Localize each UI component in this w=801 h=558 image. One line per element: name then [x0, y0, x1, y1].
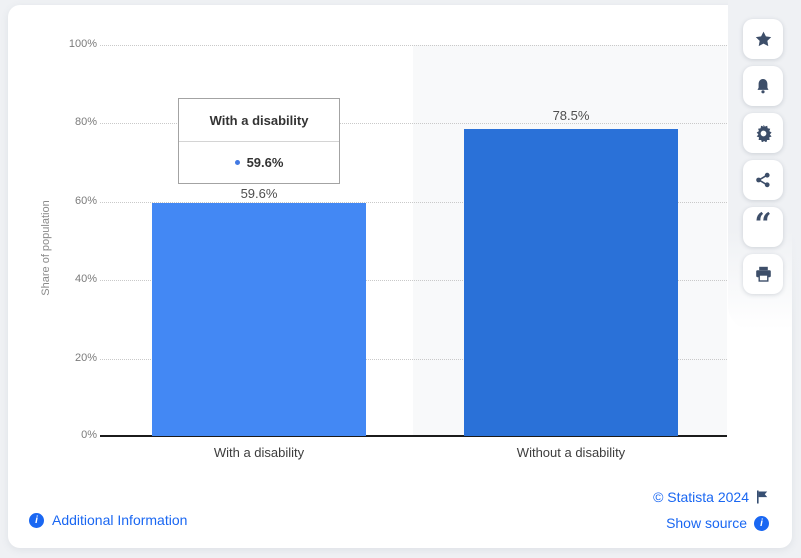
- gridline-60: [100, 202, 727, 203]
- tooltip-title: With a disability: [179, 99, 339, 142]
- bar-value-without-disability: 78.5%: [552, 108, 590, 123]
- gridline-20: [100, 359, 727, 360]
- source-info-icon: i: [754, 515, 769, 531]
- gridline-80: [100, 123, 727, 124]
- info-icon: i: [29, 512, 44, 528]
- ytick-60: 60%: [74, 195, 97, 207]
- bar-without-disability[interactable]: [464, 129, 678, 436]
- gridline-100: [100, 45, 727, 46]
- gridline-40: [100, 280, 727, 281]
- ytick-0: 0%: [81, 429, 97, 441]
- gear-icon: [755, 124, 772, 142]
- share-icon: [755, 172, 771, 188]
- additional-information-link[interactable]: i Additional Information: [29, 512, 187, 528]
- printer-icon: [755, 266, 772, 282]
- xlabel-without-disability: Without a disability: [516, 445, 626, 460]
- xlabel-with-disability: With a disability: [213, 445, 305, 460]
- show-source-link[interactable]: Show source i: [666, 515, 769, 531]
- favorite-button[interactable]: [743, 19, 783, 59]
- cite-button[interactable]: “: [743, 207, 783, 247]
- ytick-20: 20%: [74, 352, 97, 364]
- share-button[interactable]: [743, 160, 783, 200]
- bar-with-disability[interactable]: [152, 203, 366, 436]
- chart-tooltip: With a disability 59.6%: [178, 98, 340, 184]
- series-dot-icon: [234, 160, 240, 165]
- tooltip-value: 59.6%: [246, 155, 284, 170]
- y-axis-title: Share of population: [40, 200, 52, 296]
- x-axis-line: [100, 435, 727, 437]
- quote-icon: “: [754, 207, 772, 242]
- ytick-100: 100%: [68, 38, 97, 50]
- alert-button[interactable]: [743, 66, 783, 106]
- chart-card: 100% 80% 60% 40% 20% 0% Share of populat…: [8, 5, 792, 548]
- tooltip-value-row: 59.6%: [179, 142, 339, 183]
- ytick-40: 40%: [74, 273, 97, 285]
- star-icon: [755, 31, 772, 47]
- bar-value-with-disability: 59.6%: [240, 186, 278, 201]
- print-button[interactable]: [743, 254, 783, 294]
- show-source-label: Show source: [666, 515, 747, 531]
- flag-icon: [756, 490, 769, 504]
- ytick-80: 80%: [74, 116, 97, 128]
- statista-copyright[interactable]: © Statista 2024: [653, 489, 769, 505]
- copyright-label: © Statista 2024: [653, 489, 749, 505]
- settings-button[interactable]: [743, 113, 783, 153]
- bell-icon: [755, 78, 771, 95]
- additional-information-label: Additional Information: [52, 512, 188, 528]
